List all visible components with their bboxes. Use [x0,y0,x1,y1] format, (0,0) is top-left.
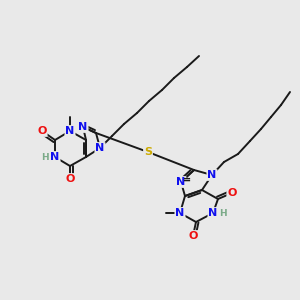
Text: N: N [78,122,88,132]
Text: N: N [50,152,60,162]
Text: H: H [41,152,49,161]
Text: N: N [95,143,105,153]
Text: N: N [176,177,186,187]
Text: O: O [227,188,237,198]
Text: S: S [144,147,152,157]
Text: H: H [219,208,227,217]
Text: N: N [65,126,75,136]
Text: O: O [37,126,47,136]
Text: =: = [183,175,191,185]
Text: N: N [207,170,217,180]
Text: O: O [188,231,198,241]
Text: N: N [176,208,184,218]
Text: N: N [208,208,217,218]
Text: O: O [65,174,75,184]
